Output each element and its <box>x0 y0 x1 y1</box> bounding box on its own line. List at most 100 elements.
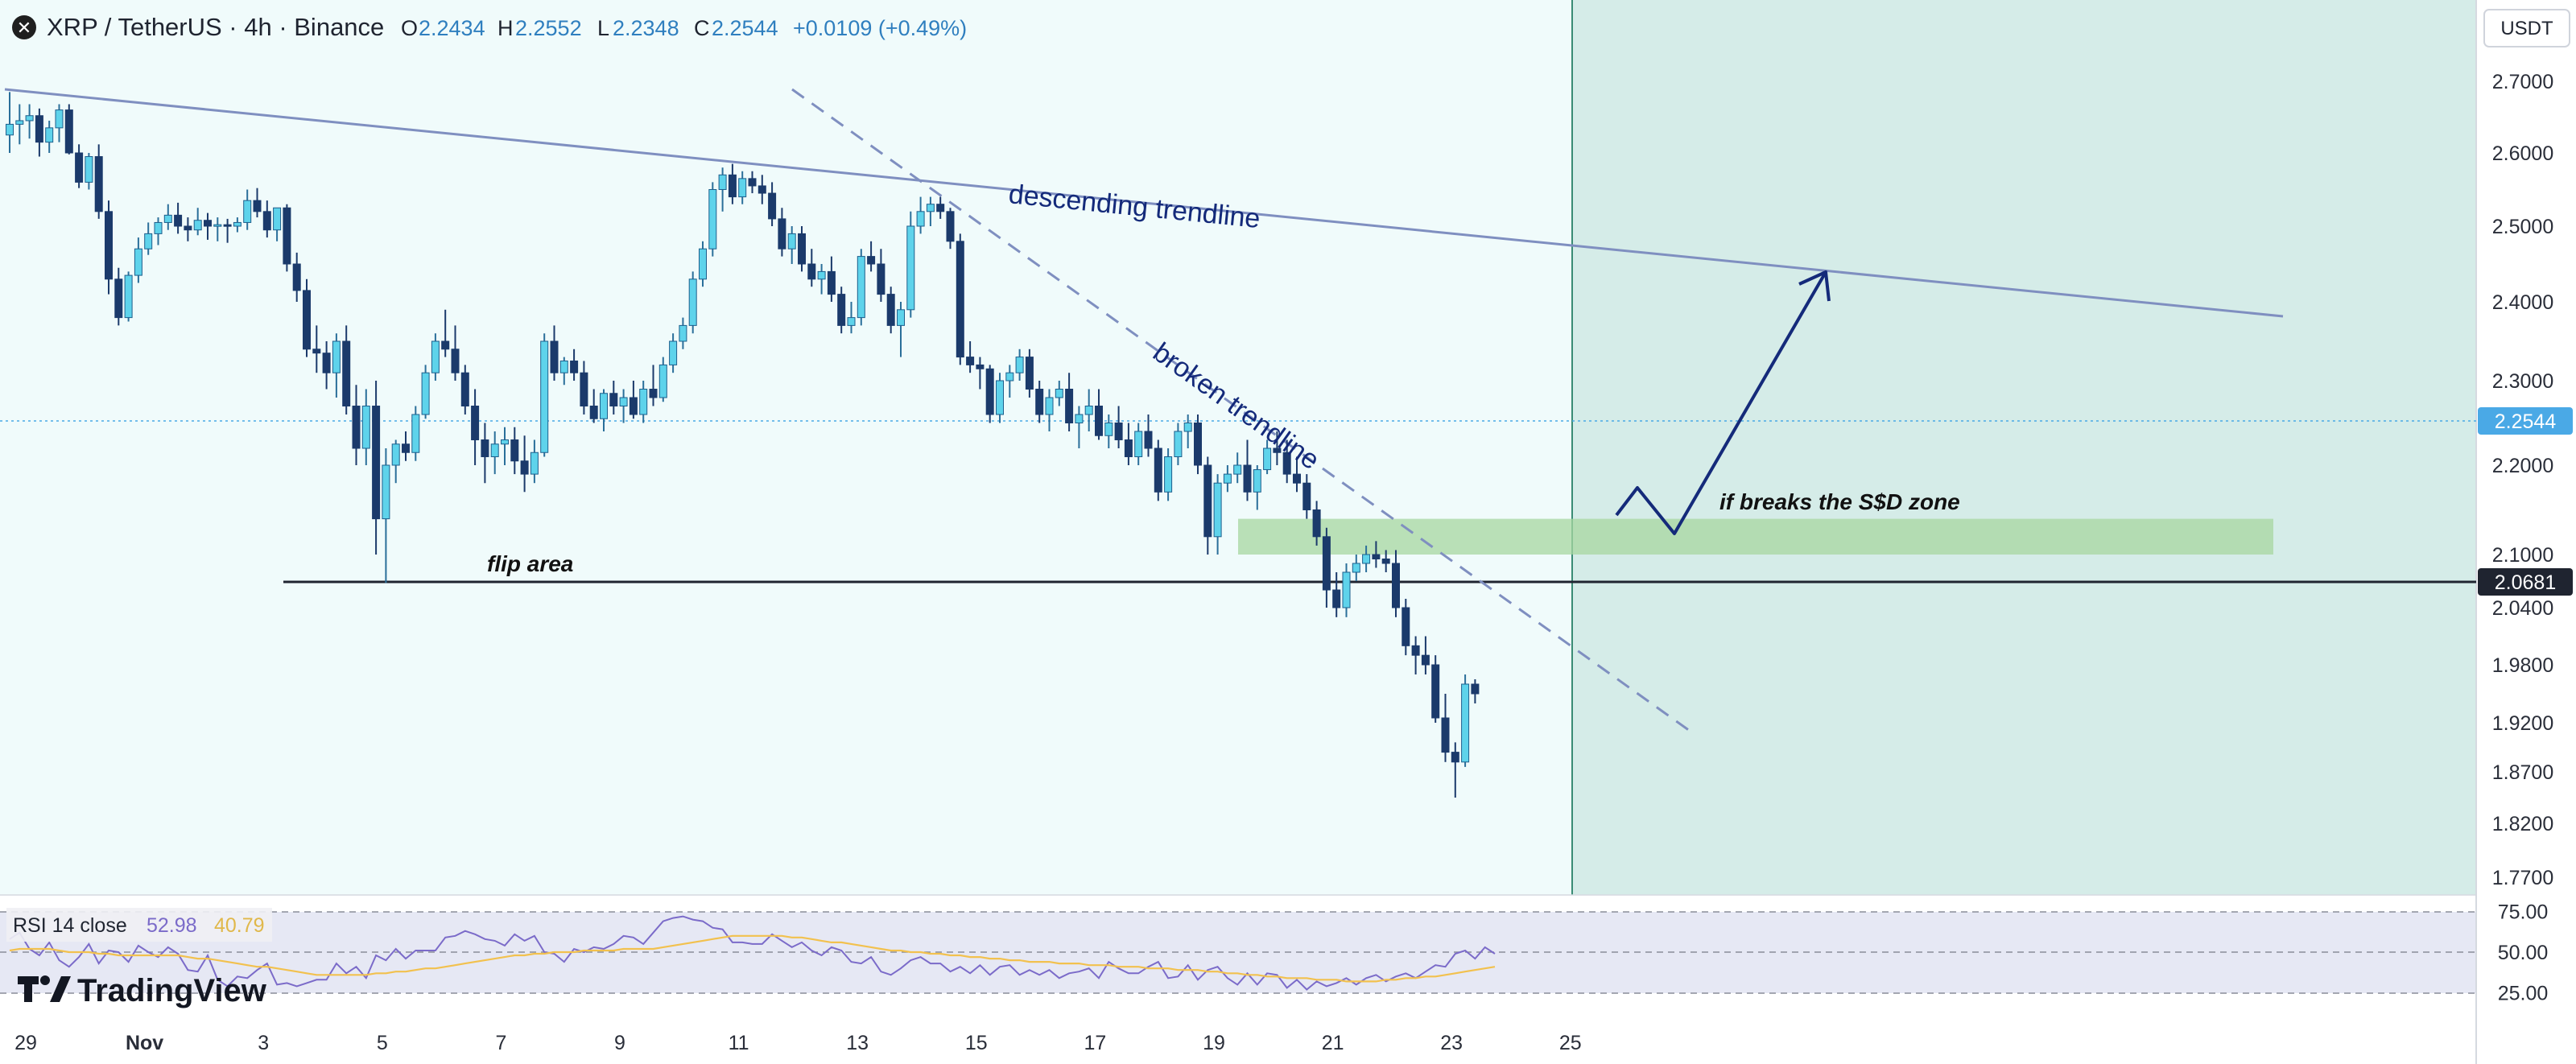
candle-body <box>1461 683 1470 763</box>
candle-body <box>1293 473 1301 484</box>
candle <box>589 389 598 423</box>
price-tick-label: 1.8200 <box>2492 813 2553 835</box>
flip-price-text: 2.0681 <box>2495 571 2556 594</box>
rsi-label[interactable]: RSI 14 close <box>13 914 127 937</box>
candle <box>1332 572 1341 617</box>
candle <box>490 431 499 475</box>
candle-body <box>1095 406 1103 436</box>
candle-body <box>1342 571 1351 608</box>
candle <box>877 249 886 302</box>
currency-button[interactable] <box>2483 9 2570 47</box>
time-tick-label: 11 <box>729 1032 749 1054</box>
candle-body <box>1243 464 1252 493</box>
candle <box>1421 636 1430 674</box>
price-axis[interactable]: 2.7000 2.6000 2.5000 2.4000 2.3000 2.2000 2.10… <box>2492 71 2553 889</box>
candle-body <box>124 274 133 319</box>
candle-body <box>629 397 638 415</box>
candle-body <box>679 324 687 342</box>
candle <box>35 108 43 157</box>
candle <box>758 175 766 204</box>
candle <box>916 196 925 234</box>
candle <box>352 385 361 465</box>
candle-body <box>411 414 420 453</box>
zone-label: if breaks the S$D zone <box>1719 489 1960 514</box>
candle-body <box>322 353 331 373</box>
projection-arrow[interactable] <box>1615 270 1827 535</box>
candle <box>1471 679 1480 703</box>
candle <box>94 144 103 219</box>
header-legend: ✕ XRP / TetherUS · 4h · Binance O 2.2434… <box>12 13 967 41</box>
candle <box>1084 389 1093 431</box>
candle <box>45 120 54 153</box>
descending-trendline[interactable] <box>4 88 2284 318</box>
candle-body <box>1114 423 1123 440</box>
candle-body <box>1005 372 1014 381</box>
rsi-tick-label: 25.00 <box>2498 983 2549 1005</box>
candle <box>451 325 460 381</box>
candle <box>1392 550 1400 617</box>
candle <box>520 435 529 493</box>
candle <box>1273 431 1282 465</box>
candle <box>985 365 994 423</box>
candle-body <box>402 443 410 453</box>
supply-demand-zone[interactable] <box>1238 518 2273 555</box>
candle-body <box>501 439 509 445</box>
candle <box>559 357 568 386</box>
candle <box>193 208 202 236</box>
candle-body <box>580 372 588 407</box>
candle-body <box>1441 717 1450 753</box>
candle-body <box>530 452 539 475</box>
candle-body <box>976 364 985 369</box>
symbol-title[interactable]: XRP / TetherUS · 4h · Binance <box>47 13 384 41</box>
candle <box>669 333 678 373</box>
candle-body <box>75 152 84 183</box>
candle <box>1402 599 1410 656</box>
candle-body <box>481 439 489 457</box>
candle <box>926 196 935 226</box>
candle-body <box>15 120 24 125</box>
candle-body <box>342 340 351 406</box>
broken-trendline[interactable] <box>791 88 1696 736</box>
candle <box>25 104 34 139</box>
candle <box>1451 742 1459 798</box>
candle <box>1302 474 1311 519</box>
candle <box>906 211 915 318</box>
candle <box>1263 439 1272 475</box>
candle-body <box>570 361 579 373</box>
candle <box>262 200 271 238</box>
candle-body <box>758 185 766 194</box>
candle <box>1352 555 1360 581</box>
time-tick-label: 15 <box>965 1032 988 1054</box>
candle <box>391 439 400 484</box>
candle-body <box>1471 683 1480 695</box>
candle <box>421 365 430 419</box>
candle-body <box>1362 554 1371 564</box>
candle-body <box>1183 423 1192 432</box>
candle <box>936 196 945 219</box>
candle-body <box>916 211 925 227</box>
candle-body <box>1035 389 1044 415</box>
candle <box>223 218 232 243</box>
candle-body <box>94 156 103 212</box>
candle <box>481 423 489 484</box>
candle-body <box>273 207 282 231</box>
candle <box>966 341 975 373</box>
candle-body <box>985 368 994 415</box>
candle-body <box>204 220 212 227</box>
candle <box>857 249 865 326</box>
candle-body <box>1045 397 1054 415</box>
candle-body <box>372 406 381 520</box>
candle <box>1174 423 1183 465</box>
candle-body <box>1322 536 1331 591</box>
candle <box>609 381 618 414</box>
candle <box>64 104 73 155</box>
tradingview-logo[interactable]: TradingView <box>18 973 267 1008</box>
candle-body <box>114 278 123 319</box>
candle <box>827 256 836 302</box>
candle <box>1075 406 1084 448</box>
candle-body <box>1372 554 1381 559</box>
time-axis[interactable]: 29 Nov 3 5 7 9 11 13 15 17 19 21 23 25 <box>14 1032 1582 1054</box>
candle <box>85 153 93 190</box>
candle <box>738 171 747 204</box>
